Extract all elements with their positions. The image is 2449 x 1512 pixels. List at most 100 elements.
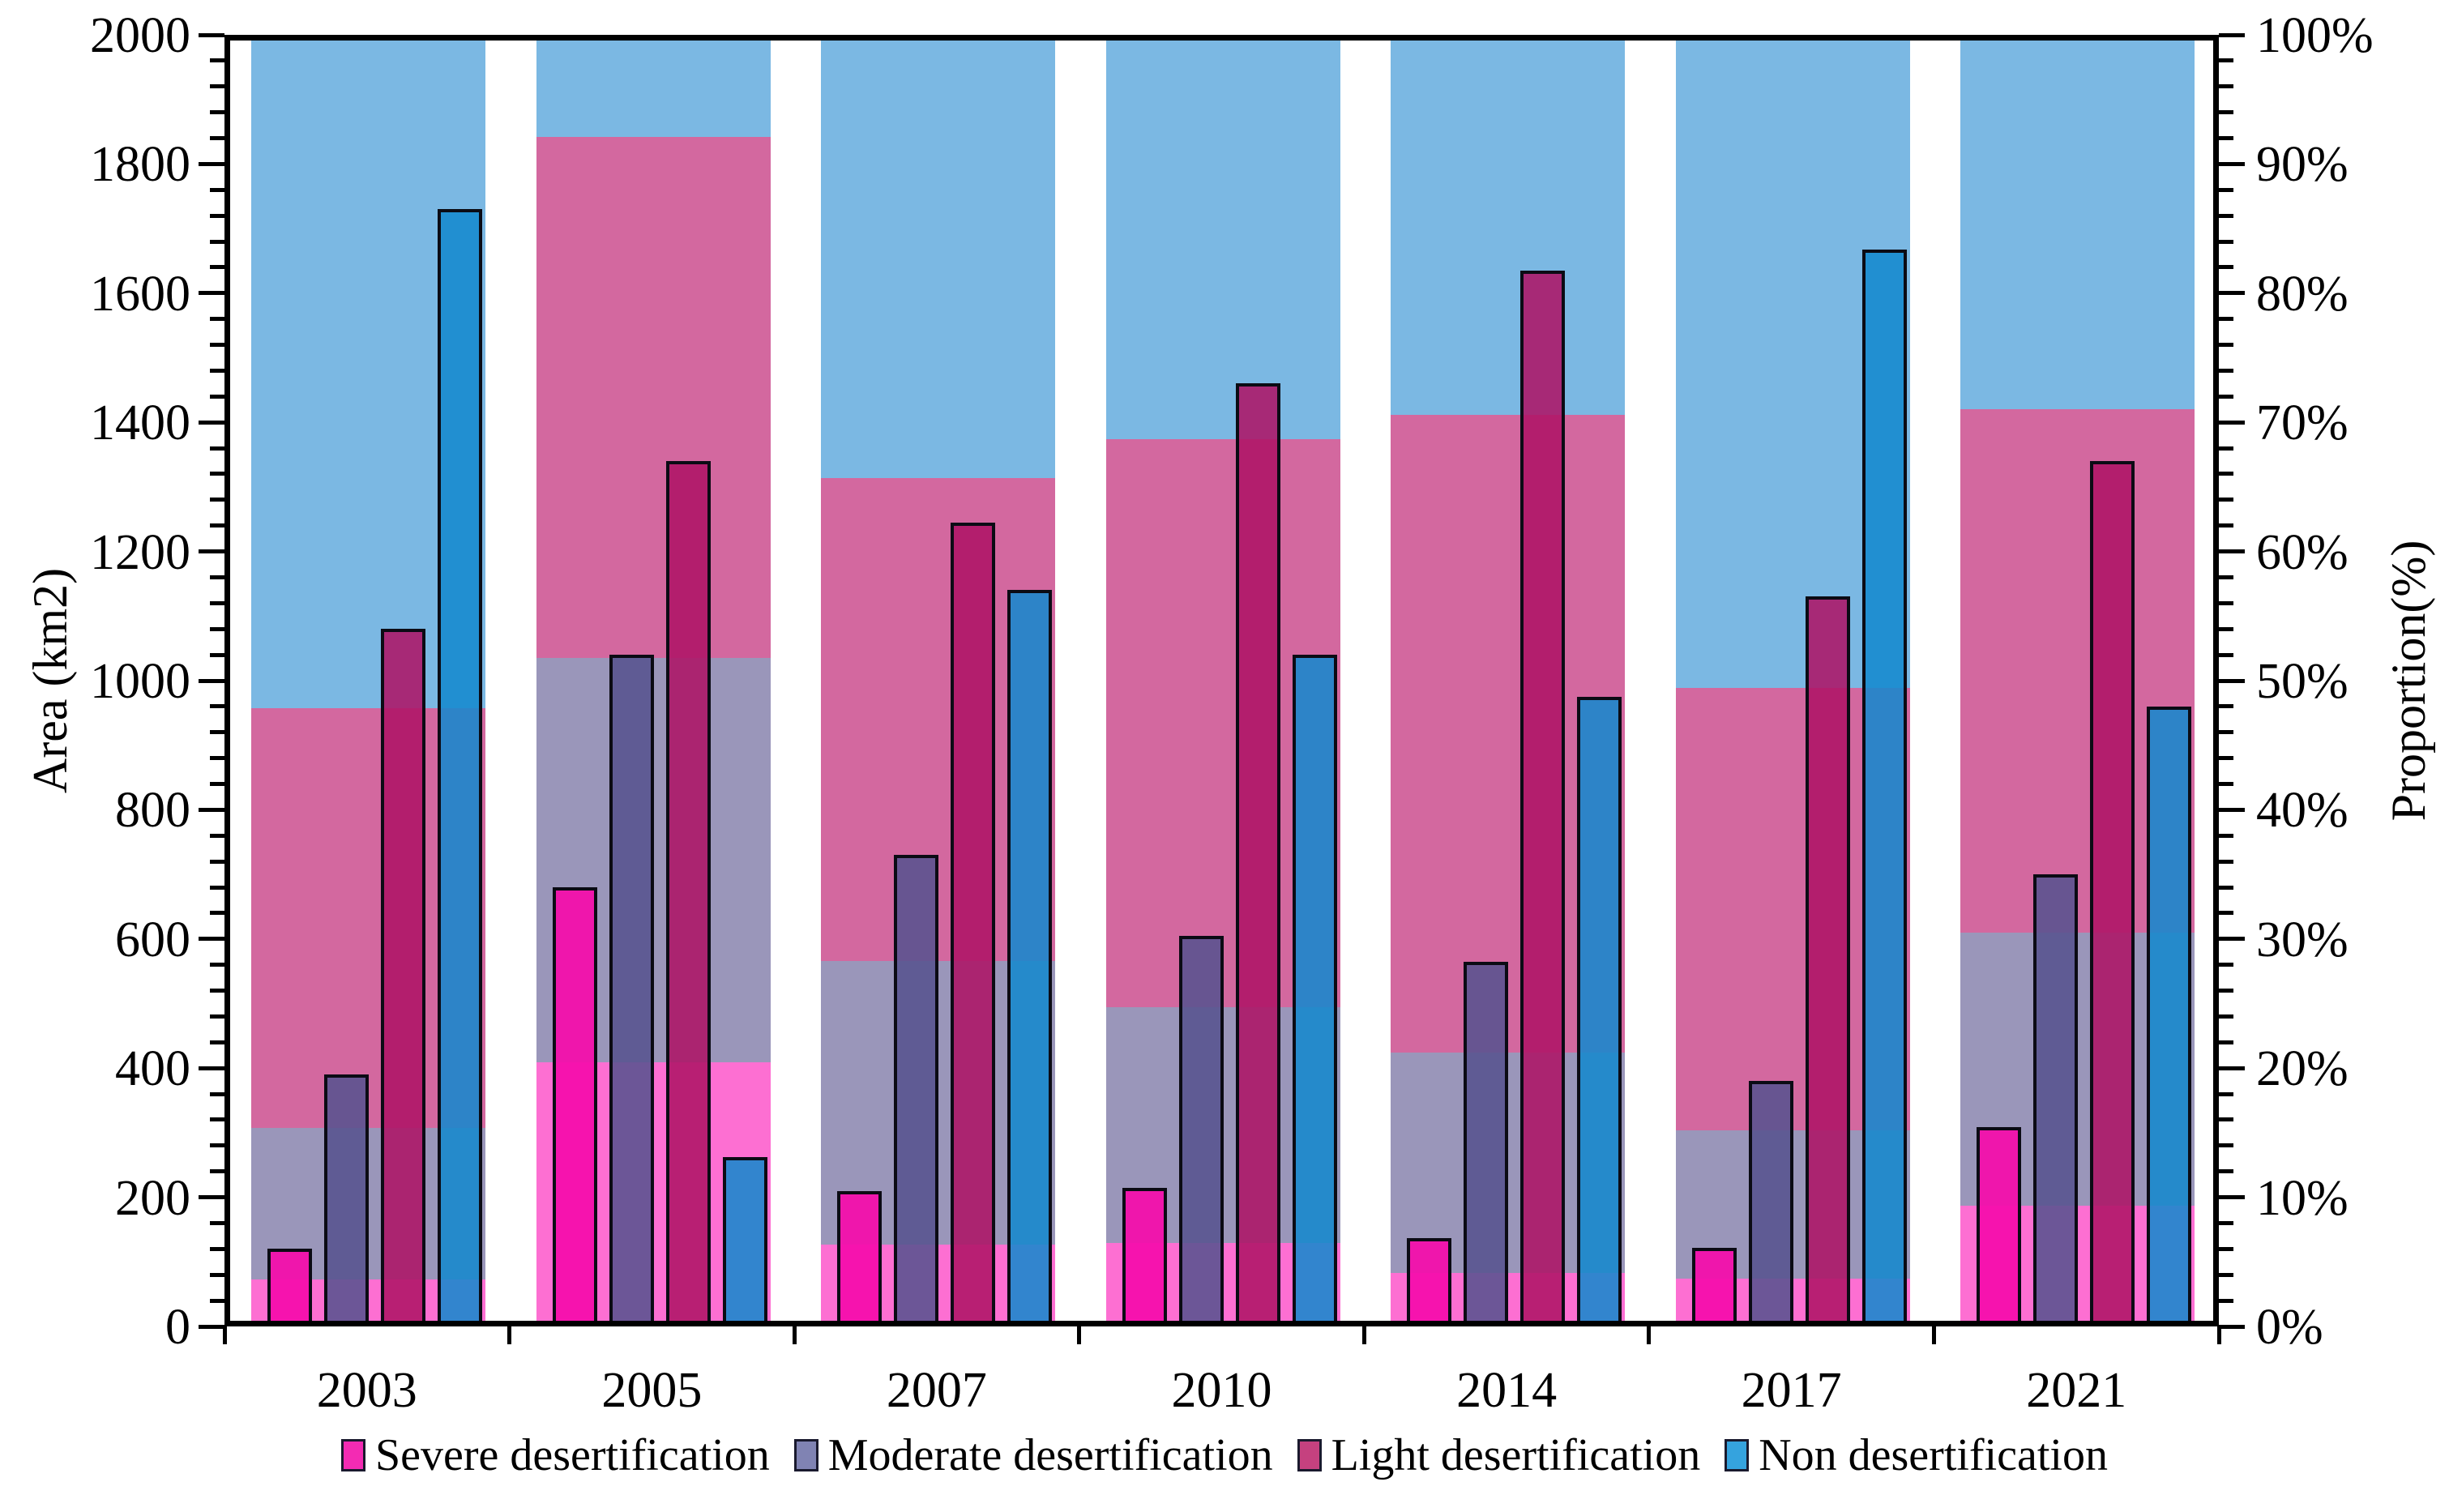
left-axis-tick-label: 2000 xyxy=(90,8,190,63)
left-axis-minor-tick xyxy=(210,110,224,115)
left-axis-tick-label: 0 xyxy=(165,1300,190,1355)
right-axis-tick-label: 0% xyxy=(2256,1300,2323,1355)
right-axis-major-tick xyxy=(2219,807,2245,812)
left-axis-minor-tick xyxy=(210,84,224,89)
left-axis-minor-tick xyxy=(210,136,224,141)
left-axis-tick-label: 1400 xyxy=(90,395,190,451)
left-axis-minor-tick xyxy=(210,963,224,967)
left-axis-major-tick xyxy=(199,420,224,425)
left-axis-minor-tick xyxy=(210,600,224,605)
left-axis-minor-tick xyxy=(210,704,224,709)
right-axis-tick-label: 100% xyxy=(2256,8,2374,63)
area-bar-2003-severe xyxy=(267,1249,312,1326)
right-axis-minor-tick xyxy=(2219,574,2233,579)
legend-item-moderate: Moderate desertification xyxy=(793,1433,1273,1478)
left-axis-major-tick xyxy=(199,678,224,683)
left-axis-minor-tick xyxy=(210,833,224,838)
legend-label: Non desertification xyxy=(1759,1430,2108,1480)
stacked-band-2014-non xyxy=(1391,35,1626,416)
area-bar-2003-light xyxy=(381,629,425,1326)
left-axis-minor-tick xyxy=(210,213,224,218)
right-axis-minor-tick xyxy=(2219,187,2233,192)
left-axis-minor-tick xyxy=(210,265,224,270)
legend-item-severe: Severe desertification xyxy=(341,1433,770,1478)
right-axis-minor-tick xyxy=(2219,213,2233,218)
right-axis-minor-tick xyxy=(2219,730,2233,735)
left-axis-major-tick xyxy=(199,1324,224,1329)
x-axis-boundary-tick xyxy=(1361,1326,1366,1344)
legend-item-light: Light desertification xyxy=(1297,1430,1701,1480)
left-axis-minor-tick xyxy=(210,58,224,63)
legend-swatch-icon xyxy=(1297,1439,1322,1471)
left-axis-tick-label: 400 xyxy=(115,1041,190,1097)
right-axis-minor-tick xyxy=(2219,1091,2233,1096)
right-axis-minor-tick xyxy=(2219,239,2233,244)
right-axis-minor-tick xyxy=(2219,756,2233,761)
right-axis-minor-tick xyxy=(2219,1014,2233,1019)
x-axis-year-label-2010: 2010 xyxy=(1171,1363,1272,1418)
left-axis-tick-label: 800 xyxy=(115,783,190,839)
left-axis-minor-tick xyxy=(210,394,224,399)
x-axis-year-label-2007: 2007 xyxy=(886,1363,987,1418)
left-axis-major-tick xyxy=(199,807,224,812)
area-bar-2014-light xyxy=(1520,270,1566,1326)
x-axis-year-label-2003: 2003 xyxy=(316,1363,417,1418)
right-axis-tick-label: 20% xyxy=(2256,1041,2349,1097)
legend: Severe desertification Moderate desertifi… xyxy=(0,1423,2449,1488)
left-axis-minor-tick xyxy=(210,756,224,761)
left-axis-minor-tick xyxy=(210,782,224,787)
right-axis-major-tick xyxy=(2219,291,2245,296)
right-axis-tick-label: 60% xyxy=(2256,524,2349,580)
area-bar-2017-light xyxy=(1805,596,1850,1326)
legend-item-non: Non desertification xyxy=(1725,1433,2108,1478)
right-axis-minor-tick xyxy=(2219,600,2233,605)
x-axis-year-label-2017: 2017 xyxy=(1741,1363,1842,1418)
right-axis-tick-label: 70% xyxy=(2256,395,2349,451)
left-axis-tick-label: 200 xyxy=(115,1170,190,1226)
legend-swatch-icon xyxy=(341,1439,366,1471)
right-axis-minor-tick xyxy=(2219,265,2233,270)
right-axis-minor-tick xyxy=(2219,859,2233,864)
left-axis-minor-tick xyxy=(210,626,224,631)
left-axis-minor-tick xyxy=(210,574,224,579)
legend-label: Light desertification xyxy=(1331,1430,1701,1480)
x-axis-year-label-2005: 2005 xyxy=(601,1363,703,1418)
right-axis-major-tick xyxy=(2219,1066,2245,1070)
right-axis-minor-tick xyxy=(2219,626,2233,631)
right-axis-minor-tick xyxy=(2219,885,2233,890)
left-axis-minor-tick xyxy=(210,989,224,993)
left-axis-minor-tick xyxy=(210,1298,224,1303)
right-axis-minor-tick xyxy=(2219,368,2233,373)
left-axis-minor-tick xyxy=(210,885,224,890)
right-axis-minor-tick xyxy=(2219,989,2233,993)
area-bar-2010-non xyxy=(1292,655,1337,1326)
x-axis-boundary-tick xyxy=(1077,1326,1082,1344)
area-bar-2005-moderate xyxy=(609,655,654,1326)
right-axis-minor-tick xyxy=(2219,136,2233,141)
right-axis-minor-tick xyxy=(2219,317,2233,322)
plot-frame xyxy=(224,35,2219,1326)
left-axis-major-tick xyxy=(199,1066,224,1070)
area-bar-2007-moderate xyxy=(894,855,939,1326)
right-axis-tick-label: 10% xyxy=(2256,1170,2349,1226)
legend-swatch-icon xyxy=(1725,1439,1750,1471)
right-axis-tick-label: 30% xyxy=(2256,912,2349,967)
left-axis-minor-tick xyxy=(210,239,224,244)
right-axis-title: Proportion(%) xyxy=(2382,540,2435,822)
left-axis-minor-tick xyxy=(210,730,224,735)
left-axis-minor-tick xyxy=(210,1091,224,1096)
right-axis-minor-tick xyxy=(2219,498,2233,502)
area-bar-2021-severe xyxy=(1977,1126,2022,1326)
x-axis-year-label-2021: 2021 xyxy=(2026,1363,2127,1418)
left-axis-major-tick xyxy=(199,161,224,166)
left-axis-major-tick xyxy=(199,1195,224,1200)
x-axis-boundary-tick xyxy=(1647,1326,1652,1344)
area-bar-2014-severe xyxy=(1407,1237,1452,1326)
area-bar-2021-moderate xyxy=(2033,874,2079,1326)
right-axis-tick-label: 90% xyxy=(2256,137,2349,193)
right-axis-minor-tick xyxy=(2219,58,2233,63)
area-bar-2010-moderate xyxy=(1178,935,1224,1326)
right-axis-minor-tick xyxy=(2219,472,2233,476)
left-axis-minor-tick xyxy=(210,343,224,348)
left-axis-minor-tick xyxy=(210,1169,224,1174)
